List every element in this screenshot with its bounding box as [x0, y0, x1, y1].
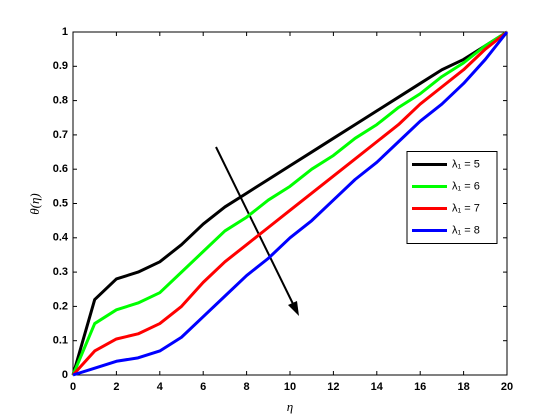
x-tick-label: 10 [284, 381, 296, 393]
legend-label: λ₁ = 8 [452, 224, 480, 236]
x-tick-label: 6 [200, 381, 206, 393]
x-tick-label: 8 [244, 381, 250, 393]
line-series [71, 30, 508, 377]
x-tick-label: 2 [113, 381, 119, 393]
x-tick-label: 14 [371, 381, 384, 393]
x-tick-label: 0 [70, 381, 76, 393]
line-series [72, 31, 509, 377]
y-axis-label: θ(η) [27, 193, 42, 215]
y-tick-label: 1 [62, 26, 68, 38]
legend-label: λ₁ = 7 [452, 202, 480, 214]
legend-label: λ₁ = 6 [452, 180, 480, 192]
arrow-shaft [215, 146, 297, 311]
y-tick-label: 0.1 [53, 335, 68, 347]
line-series [71, 30, 508, 376]
x-tick-label: 12 [327, 381, 339, 393]
y-tick-label: 0 [62, 369, 68, 381]
x-tick-label: 4 [157, 381, 164, 393]
y-tick-label: 0.6 [53, 163, 68, 175]
y-tick-label: 0.2 [53, 300, 68, 312]
line-series [71, 30, 508, 376]
legend: λ₁ = 5 λ₁ = 6 λ₁ = 7 λ₁ = 8 [406, 151, 498, 244]
y-tick-label: 0.9 [53, 60, 68, 72]
y-tick-label: 0.8 [53, 95, 68, 107]
annotation-arrow [215, 146, 299, 316]
legend-label: λ₁ = 5 [452, 158, 480, 170]
x-tick-label: 16 [414, 381, 426, 393]
y-tick-label: 0.7 [53, 129, 68, 141]
y-tick-label: 0.3 [53, 266, 68, 278]
arrow-head [288, 301, 299, 316]
y-tick-label: 0.4 [53, 232, 69, 244]
x-axis-label: η [287, 399, 293, 414]
legend-box [406, 151, 498, 244]
x-tick-label: 18 [457, 381, 469, 393]
y-tick-label: 0.5 [53, 197, 68, 209]
x-tick-label: 20 [501, 381, 513, 393]
